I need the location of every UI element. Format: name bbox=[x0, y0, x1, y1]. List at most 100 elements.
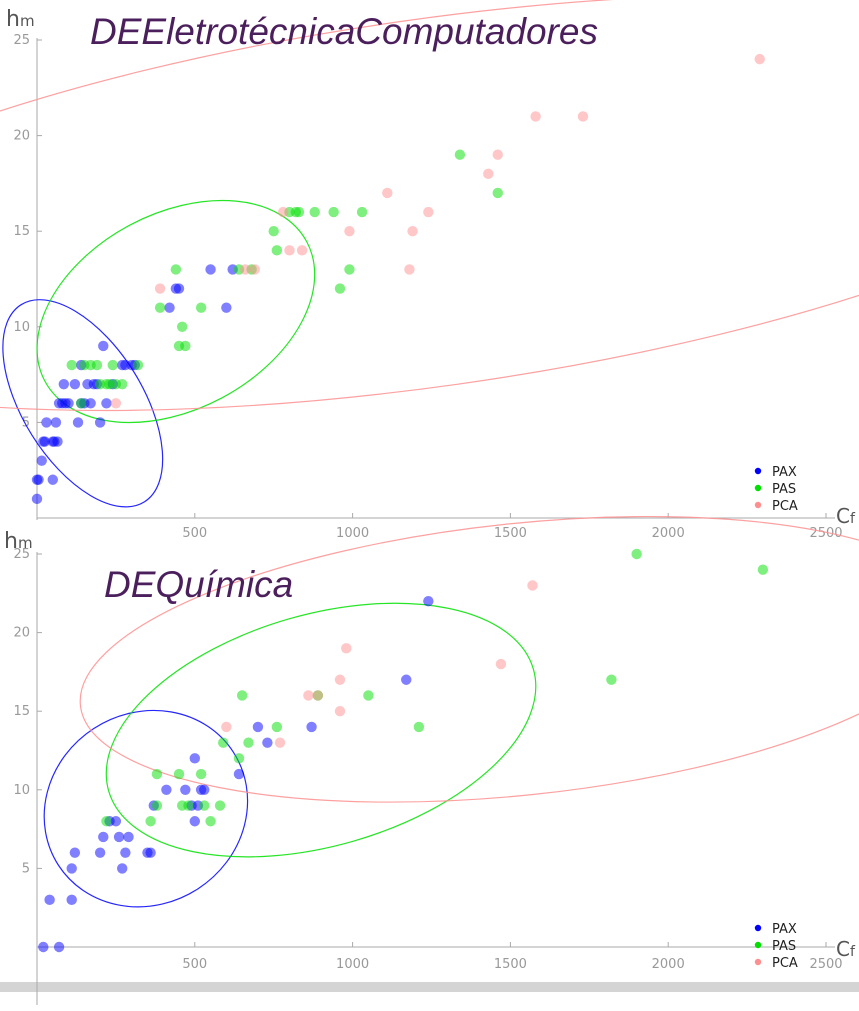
point-pax bbox=[36, 455, 47, 466]
point-pax bbox=[69, 378, 81, 390]
point-pca bbox=[277, 206, 289, 218]
point-pax bbox=[423, 595, 434, 607]
legend: PAX PAS PCA bbox=[754, 922, 798, 971]
point-pax bbox=[98, 340, 109, 352]
point-pca bbox=[296, 245, 308, 256]
point-pca bbox=[577, 111, 589, 122]
y-tick-label: 5 bbox=[22, 861, 30, 876]
point-pas bbox=[173, 768, 185, 780]
point-pax bbox=[66, 894, 77, 906]
x-tick-label: 1500 bbox=[494, 526, 527, 541]
point-pax bbox=[123, 831, 134, 843]
point-pax bbox=[69, 847, 81, 858]
point-pas bbox=[154, 302, 166, 313]
point-pas bbox=[293, 206, 305, 218]
confidence-ellipses bbox=[43, 515, 859, 908]
point-pas bbox=[145, 816, 156, 827]
ellipse-pca bbox=[79, 515, 859, 803]
point-pca bbox=[407, 226, 418, 237]
x-axis-label: Cf bbox=[836, 937, 856, 961]
chart-title: DEEletrotécnicaComputadores bbox=[90, 11, 598, 52]
point-pax bbox=[44, 894, 55, 906]
point-pax bbox=[262, 737, 273, 748]
y-ticks: 5 10 15 20 25 bbox=[13, 547, 42, 876]
point-pax bbox=[38, 941, 49, 953]
x-ticks: 500 1000 1500 2000 2500 bbox=[182, 942, 843, 972]
point-pas bbox=[334, 283, 346, 294]
point-pas bbox=[344, 264, 355, 275]
legend-label-pax: PAX bbox=[772, 922, 797, 937]
point-pas bbox=[132, 359, 144, 371]
legend-swatch-pax bbox=[754, 924, 762, 932]
point-pax bbox=[63, 398, 74, 409]
legend-label-pca: PCA bbox=[772, 499, 798, 514]
y-tick-label: 20 bbox=[13, 626, 30, 641]
point-pax bbox=[233, 768, 245, 780]
point-pca bbox=[221, 721, 232, 733]
ellipse-pca bbox=[0, 0, 859, 412]
point-pas bbox=[271, 721, 283, 733]
point-pax bbox=[173, 283, 185, 294]
point-pas bbox=[243, 737, 254, 748]
point-pax bbox=[401, 674, 412, 685]
point-pas bbox=[631, 548, 642, 560]
point-pax bbox=[306, 721, 317, 733]
point-pca bbox=[404, 264, 415, 275]
point-pax bbox=[41, 417, 52, 428]
point-pax bbox=[39, 436, 51, 447]
point-pax bbox=[98, 831, 109, 843]
point-pax bbox=[58, 378, 70, 390]
legend-label-pax: PAX bbox=[772, 465, 797, 480]
point-pas bbox=[236, 690, 248, 701]
point-pca bbox=[274, 737, 286, 748]
point-pas bbox=[309, 206, 320, 218]
gray-band bbox=[0, 982, 859, 992]
point-pax bbox=[31, 493, 43, 505]
point-pca bbox=[303, 690, 314, 701]
point-pas bbox=[176, 321, 188, 332]
point-pas bbox=[199, 800, 210, 811]
ellipse-pas bbox=[105, 602, 537, 858]
point-pca bbox=[527, 580, 538, 591]
point-pas bbox=[75, 398, 87, 409]
x-tick-label: 1500 bbox=[494, 957, 527, 972]
y-axis-label: hm bbox=[6, 7, 35, 32]
y-tick-label: 10 bbox=[13, 320, 30, 335]
x-axis-label: Cf bbox=[836, 504, 856, 528]
point-pas bbox=[214, 800, 226, 811]
x-tick-label: 2000 bbox=[652, 957, 685, 972]
data-points bbox=[31, 53, 765, 505]
y-tick-label: 15 bbox=[13, 224, 30, 239]
point-pca bbox=[754, 53, 765, 65]
point-pax bbox=[252, 721, 264, 733]
legend: PAX PAS PCA bbox=[754, 465, 798, 514]
point-pax bbox=[199, 784, 210, 795]
point-pax bbox=[66, 863, 77, 874]
y-tick-label: 20 bbox=[13, 129, 30, 144]
point-pca bbox=[341, 643, 352, 654]
point-pax bbox=[189, 753, 200, 764]
point-pas bbox=[205, 816, 216, 827]
point-pax bbox=[101, 398, 112, 409]
point-pas bbox=[413, 721, 425, 733]
legend-label-pca: PCA bbox=[772, 956, 798, 971]
point-pas bbox=[183, 800, 194, 811]
chart-title: DEQuímica bbox=[104, 564, 293, 605]
point-pas bbox=[356, 206, 368, 218]
y-tick-label: 10 bbox=[13, 783, 30, 798]
legend-label-pas: PAS bbox=[772, 482, 796, 497]
chart-panel-electrotecnica: 5 10 15 20 25 500 1000 1500 2000 2500 DEEletroté… bbox=[0, 0, 859, 541]
point-pas bbox=[363, 690, 374, 701]
point-pca bbox=[483, 168, 494, 180]
point-pca bbox=[382, 187, 393, 199]
x-ticks: 500 1000 1500 2000 2500 bbox=[182, 513, 843, 541]
point-pas bbox=[268, 226, 279, 237]
point-pca bbox=[240, 264, 251, 275]
point-pca bbox=[495, 658, 507, 670]
point-pas bbox=[271, 245, 283, 256]
point-pas bbox=[757, 564, 769, 575]
point-pas bbox=[328, 206, 339, 218]
point-pca bbox=[312, 690, 324, 701]
